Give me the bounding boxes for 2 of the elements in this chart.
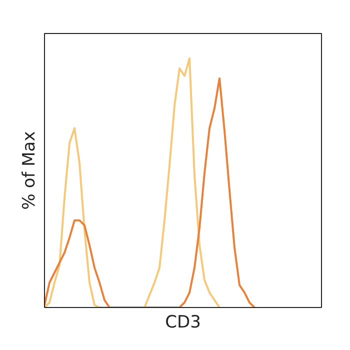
x-axis-title: CD3	[165, 312, 201, 332]
y-axis-title: % of Max	[20, 131, 40, 210]
